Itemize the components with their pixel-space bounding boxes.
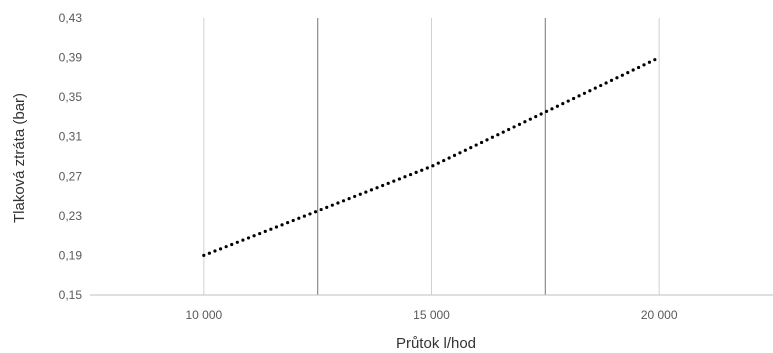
y-tick-labels: 0,15 0,19 0,23 0,27 0,31 0,35 0,39 0,43	[59, 11, 83, 302]
x-tick-label: 20 000	[641, 308, 678, 322]
plot-area	[202, 56, 661, 257]
x-tick-label: 10 000	[185, 308, 222, 322]
y-axis-title: Tlaková ztráta (bar)	[11, 93, 28, 223]
y-tick-label: 0,15	[59, 288, 83, 302]
x-axis-title: Průtok l/hod	[396, 335, 476, 352]
series-line	[202, 56, 661, 257]
x-tick-labels: 10 000 15 000 20 000	[185, 308, 677, 322]
y-tick-label: 0,35	[59, 90, 83, 104]
y-tick-label: 0,27	[59, 169, 83, 183]
y-tick-label: 0,31	[59, 130, 83, 144]
x-tick-label: 15 000	[413, 308, 450, 322]
y-tick-label: 0,43	[59, 11, 83, 25]
y-tick-label: 0,23	[59, 209, 83, 223]
y-tick-label: 0,39	[59, 51, 83, 65]
grid-lines	[203, 18, 660, 295]
y-tick-label: 0,19	[59, 248, 83, 262]
